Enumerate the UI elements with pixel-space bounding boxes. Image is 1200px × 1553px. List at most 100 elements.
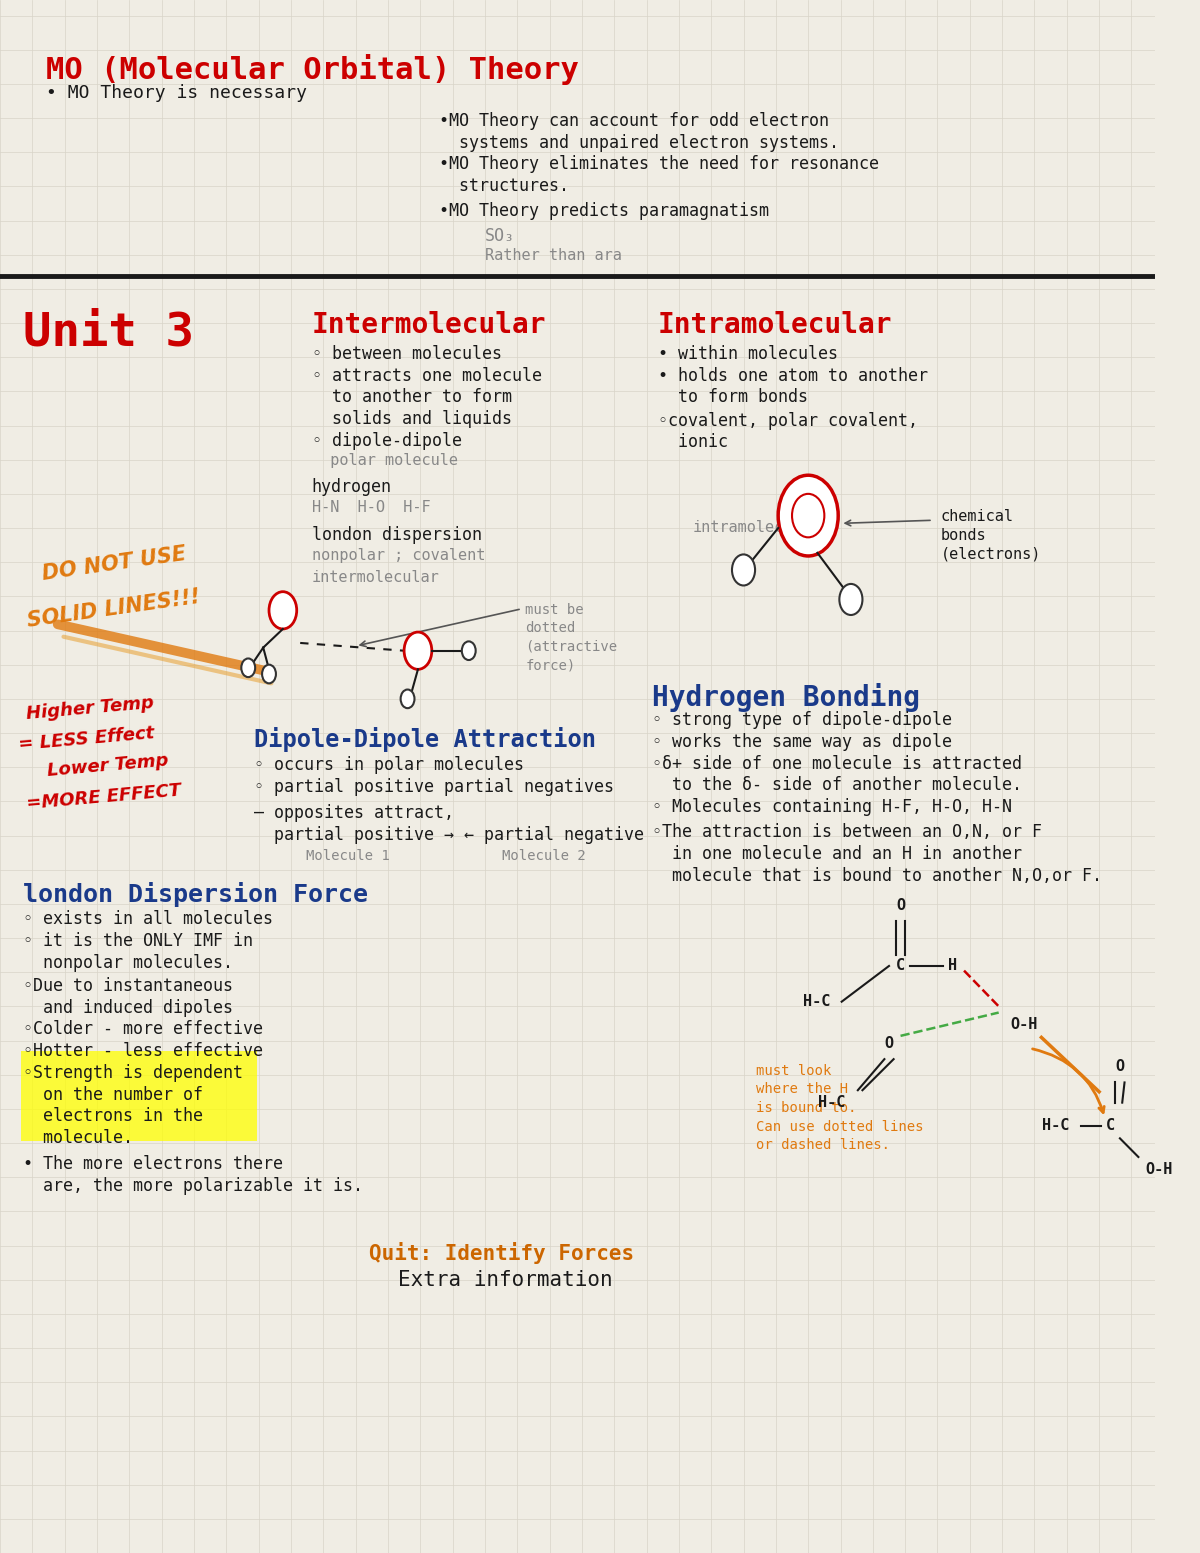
Text: Hydrogen Bonding: Hydrogen Bonding — [653, 683, 920, 713]
Text: Molecule 1: Molecule 1 — [306, 849, 390, 863]
Text: C: C — [1106, 1118, 1115, 1134]
Text: DO NOT USE: DO NOT USE — [41, 544, 187, 584]
Text: ◦ Molecules containing H-F, H-O, H-N: ◦ Molecules containing H-F, H-O, H-N — [653, 798, 1013, 817]
Text: Unit 3: Unit 3 — [23, 311, 194, 356]
Text: nonpolar molecules.: nonpolar molecules. — [23, 954, 233, 972]
Text: or dashed lines.: or dashed lines. — [756, 1138, 890, 1152]
Text: ◦δ+ side of one molecule is attracted: ◦δ+ side of one molecule is attracted — [653, 755, 1022, 773]
Text: • within molecules: • within molecules — [658, 345, 838, 363]
Text: C: C — [896, 958, 905, 974]
Circle shape — [401, 690, 414, 708]
Text: H-N  H-O  H-F: H-N H-O H-F — [312, 500, 431, 516]
Text: systems and unpaired electron systems.: systems and unpaired electron systems. — [439, 134, 839, 152]
Text: • The more electrons there: • The more electrons there — [23, 1155, 283, 1174]
Text: electrons in the: electrons in the — [23, 1107, 203, 1126]
Text: on the number of: on the number of — [23, 1086, 203, 1104]
Text: ◦The attraction is between an O,N, or F: ◦The attraction is between an O,N, or F — [653, 823, 1043, 842]
Circle shape — [778, 475, 839, 556]
Text: and induced dipoles: and induced dipoles — [23, 999, 233, 1017]
Text: to the δ- side of another molecule.: to the δ- side of another molecule. — [653, 776, 1022, 795]
Text: london Dispersion Force: london Dispersion Force — [23, 882, 368, 907]
Text: intramolecular: intramolecular — [692, 520, 821, 536]
Text: intermolecular: intermolecular — [312, 570, 439, 585]
Text: – opposites attract,: – opposites attract, — [254, 804, 454, 823]
Text: MO (Molecular Orbital) Theory: MO (Molecular Orbital) Theory — [46, 54, 580, 85]
FancyBboxPatch shape — [20, 1051, 258, 1141]
Circle shape — [404, 632, 432, 669]
Text: Dipole-Dipole Attraction: Dipole-Dipole Attraction — [254, 727, 596, 752]
Text: Extra information: Extra information — [398, 1270, 613, 1291]
Text: Molecule 2: Molecule 2 — [503, 849, 586, 863]
Text: solids and liquids: solids and liquids — [312, 410, 511, 429]
Text: •MO Theory can account for odd electron: •MO Theory can account for odd electron — [439, 112, 829, 130]
Circle shape — [241, 658, 256, 677]
Text: must be: must be — [526, 603, 584, 617]
Text: H-C: H-C — [1042, 1118, 1069, 1134]
Circle shape — [462, 641, 475, 660]
Text: to form bonds: to form bonds — [658, 388, 808, 407]
Text: H-C: H-C — [803, 994, 830, 1009]
Text: SOLID LINES!!!: SOLID LINES!!! — [25, 587, 202, 631]
Text: = LESS Effect: = LESS Effect — [17, 724, 155, 753]
Circle shape — [262, 665, 276, 683]
Text: to another to form: to another to form — [312, 388, 511, 407]
Text: (attractive: (attractive — [526, 640, 618, 654]
Text: O-H: O-H — [1146, 1162, 1172, 1177]
Text: ◦Strength is dependent: ◦Strength is dependent — [23, 1064, 244, 1082]
Text: ionic: ionic — [658, 433, 728, 452]
Text: chemical: chemical — [941, 509, 1014, 525]
Text: polar molecule: polar molecule — [312, 453, 457, 469]
Text: nonpolar ; covalent: nonpolar ; covalent — [312, 548, 485, 564]
Text: dotted: dotted — [526, 621, 576, 635]
Text: london dispersion: london dispersion — [312, 526, 481, 545]
Text: force): force) — [526, 658, 576, 672]
Text: ◦ between molecules: ◦ between molecules — [312, 345, 502, 363]
Text: ◦ works the same way as dipole: ◦ works the same way as dipole — [653, 733, 953, 752]
Text: • MO Theory is necessary: • MO Theory is necessary — [46, 84, 307, 102]
Text: in one molecule and an H in another: in one molecule and an H in another — [653, 845, 1022, 863]
Text: Can use dotted lines: Can use dotted lines — [756, 1120, 924, 1134]
Text: ◦ attracts one molecule: ◦ attracts one molecule — [312, 367, 541, 385]
Text: ◦Colder - more effective: ◦Colder - more effective — [23, 1020, 263, 1039]
Text: (electrons): (electrons) — [941, 547, 1042, 562]
Text: molecule that is bound to another N,O,or F.: molecule that is bound to another N,O,or… — [653, 867, 1103, 885]
Circle shape — [732, 554, 755, 585]
Text: ◦ partial positive partial negatives: ◦ partial positive partial negatives — [254, 778, 614, 797]
Text: •MO Theory eliminates the need for resonance: •MO Theory eliminates the need for reson… — [439, 155, 878, 174]
Text: Rather than ara: Rather than ara — [485, 248, 622, 264]
Text: ◦Due to instantaneous: ◦Due to instantaneous — [23, 977, 233, 995]
Text: must look: must look — [756, 1064, 832, 1078]
Text: O-H: O-H — [1010, 1017, 1038, 1033]
Text: is bound to.: is bound to. — [756, 1101, 857, 1115]
Text: ◦ strong type of dipole-dipole: ◦ strong type of dipole-dipole — [653, 711, 953, 730]
Text: structures.: structures. — [439, 177, 569, 196]
Text: • holds one atom to another: • holds one atom to another — [658, 367, 928, 385]
Text: O: O — [896, 898, 905, 913]
Text: Quit: Identify Forces: Quit: Identify Forces — [370, 1242, 635, 1264]
Circle shape — [839, 584, 863, 615]
Text: •MO Theory predicts paramagnatism: •MO Theory predicts paramagnatism — [439, 202, 769, 221]
Text: ◦Hotter - less effective: ◦Hotter - less effective — [23, 1042, 263, 1061]
Text: H: H — [948, 958, 958, 974]
Text: are, the more polarizable it is.: are, the more polarizable it is. — [23, 1177, 364, 1196]
Circle shape — [269, 592, 296, 629]
Text: ◦ exists in all molecules: ◦ exists in all molecules — [23, 910, 274, 929]
Text: O: O — [884, 1036, 894, 1051]
Text: ◦ occurs in polar molecules: ◦ occurs in polar molecules — [254, 756, 524, 775]
Text: Lower Temp: Lower Temp — [46, 752, 169, 780]
Text: H-C: H-C — [817, 1095, 845, 1110]
Text: Intramolecular: Intramolecular — [658, 311, 893, 339]
Text: =MORE EFFECT: =MORE EFFECT — [25, 781, 181, 812]
Text: ◦covalent, polar covalent,: ◦covalent, polar covalent, — [658, 412, 918, 430]
Text: ◦ it is the ONLY IMF in: ◦ it is the ONLY IMF in — [23, 932, 253, 950]
Text: Intermolecular: Intermolecular — [312, 311, 546, 339]
Circle shape — [792, 494, 824, 537]
Text: O: O — [1115, 1059, 1124, 1075]
Text: SO₃: SO₃ — [485, 227, 515, 245]
Text: Higher Temp: Higher Temp — [25, 694, 155, 724]
Text: hydrogen: hydrogen — [312, 478, 391, 497]
Text: molecule.: molecule. — [23, 1129, 133, 1148]
Text: where the H: where the H — [756, 1082, 848, 1096]
Text: ◦ dipole-dipole: ◦ dipole-dipole — [312, 432, 462, 450]
Text: partial positive → ← partial negative: partial positive → ← partial negative — [254, 826, 644, 845]
